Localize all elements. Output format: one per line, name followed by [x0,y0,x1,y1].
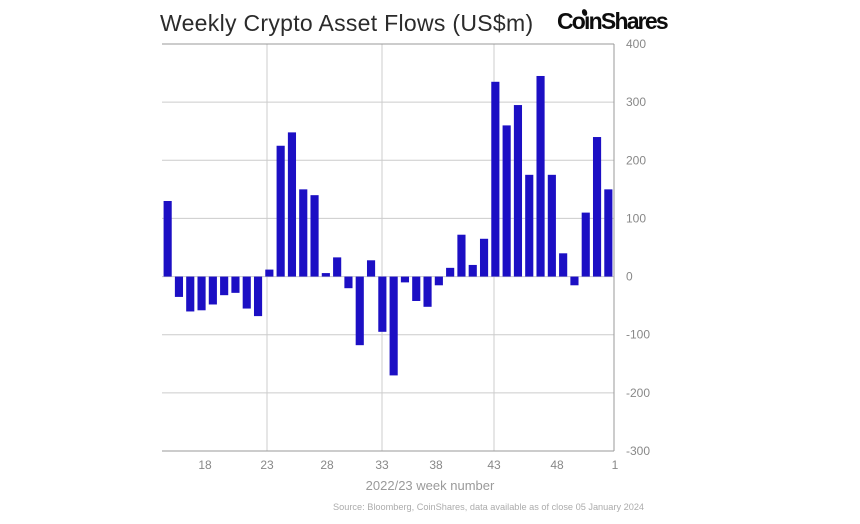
svg-text:23: 23 [260,458,274,472]
svg-text:1: 1 [612,458,619,472]
svg-text:38: 38 [429,458,443,472]
svg-text:0: 0 [626,270,633,284]
svg-text:28: 28 [320,458,334,472]
svg-text:100: 100 [626,211,646,225]
svg-text:43: 43 [487,458,501,472]
svg-text:400: 400 [626,37,646,51]
svg-text:200: 200 [626,153,646,167]
svg-text:300: 300 [626,95,646,109]
svg-text:33: 33 [375,458,389,472]
svg-text:-300: -300 [626,444,650,458]
svg-text:48: 48 [550,458,564,472]
svg-text:-100: -100 [626,328,650,342]
svg-text:18: 18 [198,458,212,472]
svg-text:-200: -200 [626,386,650,400]
